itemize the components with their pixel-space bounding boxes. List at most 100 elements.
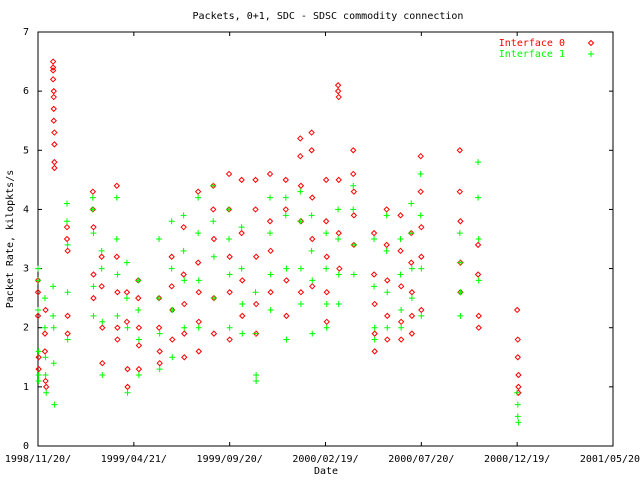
y-tick-label: 4 — [23, 204, 29, 215]
data-point — [383, 206, 390, 213]
data-point — [397, 247, 404, 255]
x-axis-label: Date — [314, 466, 338, 477]
data-point — [35, 372, 42, 379]
data-point — [384, 324, 391, 331]
data-point — [50, 360, 57, 367]
data-point — [226, 236, 233, 242]
data-point — [135, 372, 142, 379]
data-point — [135, 324, 143, 331]
x-tick-label: 2000/02/19/ — [292, 454, 358, 465]
data-point — [322, 218, 330, 225]
data-point — [135, 277, 142, 284]
data-point — [194, 259, 202, 266]
data-point — [64, 336, 71, 343]
data-point — [50, 283, 57, 290]
data-point — [335, 229, 342, 237]
data-point — [51, 164, 58, 172]
data-point — [253, 372, 260, 379]
data-point — [515, 419, 522, 426]
data-point — [267, 271, 274, 278]
data-point — [181, 300, 188, 308]
data-point — [408, 265, 415, 272]
data-point — [417, 152, 424, 160]
data-point — [98, 253, 105, 260]
data-point — [113, 194, 120, 201]
data-point — [35, 377, 42, 384]
x-tick-label: 1999/09/20/ — [197, 454, 263, 465]
data-point — [383, 247, 390, 254]
data-point — [43, 389, 50, 396]
data-point — [335, 176, 342, 184]
data-point — [297, 218, 305, 225]
data-point — [418, 265, 425, 272]
data-point — [51, 141, 58, 148]
data-point — [514, 401, 521, 408]
x-tick-label: 1998/11/20/ — [5, 454, 71, 465]
data-point — [99, 318, 106, 325]
data-point — [239, 301, 246, 308]
data-point — [90, 223, 97, 231]
data-point — [195, 230, 202, 237]
data-point — [323, 301, 330, 308]
data-point — [226, 324, 233, 331]
data-point — [266, 170, 274, 178]
data-point — [514, 389, 521, 396]
data-point — [515, 383, 522, 391]
data-point — [474, 241, 482, 249]
data-point — [297, 188, 304, 195]
data-point — [210, 218, 217, 225]
data-point — [99, 359, 106, 367]
data-point — [90, 230, 97, 237]
data-point — [475, 194, 482, 201]
data-point — [49, 67, 57, 74]
data-point — [334, 82, 342, 89]
data-point — [456, 147, 464, 154]
chart-title: Packets, 0+1, SDC - SDSC commodity conne… — [193, 11, 464, 22]
data-point — [408, 312, 416, 320]
data-point — [397, 336, 405, 343]
data-point — [156, 348, 163, 355]
data-point — [50, 312, 57, 319]
data-point — [323, 265, 330, 272]
data-point — [371, 330, 378, 337]
data-point — [350, 170, 357, 178]
data-point — [252, 253, 260, 260]
data-point — [371, 283, 378, 290]
data-point — [398, 324, 405, 331]
data-point — [371, 348, 378, 355]
data-point — [474, 271, 482, 278]
data-point — [371, 300, 378, 308]
data-point — [156, 359, 163, 367]
data-point — [397, 212, 404, 219]
data-point — [114, 336, 121, 343]
data-point — [195, 194, 202, 201]
data-point — [113, 253, 121, 260]
y-tick-label: 7 — [23, 27, 29, 38]
data-point — [370, 229, 378, 237]
data-point — [418, 312, 425, 319]
data-point — [384, 312, 391, 320]
data-point — [50, 117, 57, 124]
data-point — [42, 377, 49, 385]
data-point — [124, 383, 131, 391]
data-point — [513, 306, 521, 314]
data-point — [50, 93, 57, 101]
data-point — [267, 306, 274, 313]
data-point — [457, 259, 464, 266]
data-point — [99, 372, 106, 379]
data-point — [267, 194, 274, 201]
data-point — [135, 336, 142, 343]
data-point — [35, 365, 42, 373]
data-point — [41, 324, 48, 331]
data-point — [323, 318, 330, 326]
data-point — [371, 324, 378, 331]
data-point — [297, 265, 304, 272]
data-point — [89, 188, 97, 195]
data-point — [309, 283, 316, 290]
data-point — [252, 176, 259, 184]
data-point — [457, 312, 464, 319]
data-point — [169, 354, 176, 361]
data-point — [350, 182, 357, 189]
data-point — [282, 176, 289, 184]
